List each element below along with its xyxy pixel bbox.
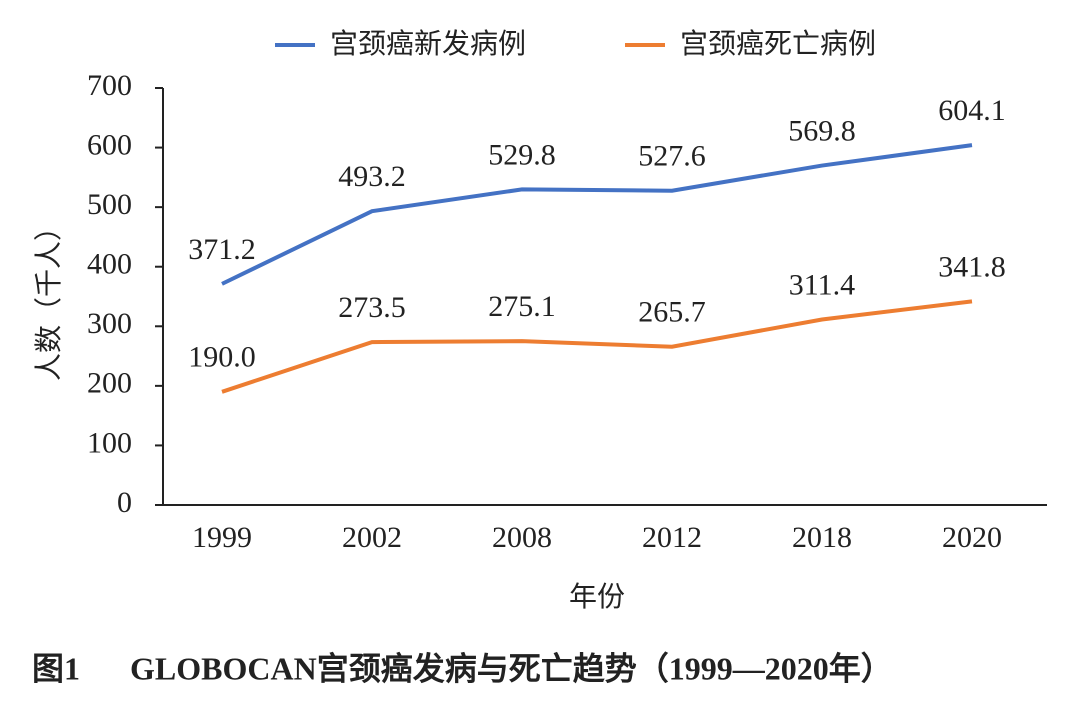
data-label: 265.7	[638, 296, 706, 329]
y-axis-label: 人数（千人）	[32, 213, 65, 381]
line	[221, 299, 973, 394]
data-label: 275.1	[488, 290, 556, 323]
data-label: 371.2	[188, 233, 256, 266]
y-tick-label: 600	[87, 128, 132, 161]
data-label: 341.8	[938, 250, 1006, 283]
y-tick-label: 500	[87, 188, 132, 221]
legend-label: 宫颈癌死亡病例	[680, 27, 876, 60]
data-label: 527.6	[638, 140, 706, 173]
y-tick-label: 200	[87, 367, 132, 400]
y-tick-label: 300	[87, 307, 132, 340]
caption: GLOBOCAN宫颈癌发病与死亡趋势（1999—2020年）	[130, 650, 893, 686]
data-label: 311.4	[789, 268, 855, 301]
legend-label: 宫颈癌新发病例	[330, 27, 526, 60]
x-tick-label: 2020	[942, 521, 1002, 554]
data-label: 493.2	[338, 160, 406, 193]
data-label: 604.1	[938, 94, 1006, 127]
data-label: 273.5	[338, 291, 406, 324]
x-tick-label: 2018	[792, 521, 852, 554]
y-tick-label: 700	[87, 69, 132, 102]
data-label: 529.8	[488, 138, 556, 171]
y-tick-label: 400	[87, 248, 132, 281]
line	[221, 143, 973, 286]
x-axis-label: 年份	[569, 580, 625, 613]
x-tick-label: 2012	[642, 521, 702, 554]
data-label: 569.8	[788, 114, 856, 147]
figure-label: 图1	[32, 650, 80, 686]
y-tick-label: 0	[117, 486, 132, 519]
x-tick-label: 2002	[342, 521, 402, 554]
data-label: 190.0	[188, 341, 256, 374]
x-tick-label: 2008	[492, 521, 552, 554]
x-tick-label: 1999	[192, 521, 252, 554]
y-tick-label: 100	[87, 426, 132, 459]
